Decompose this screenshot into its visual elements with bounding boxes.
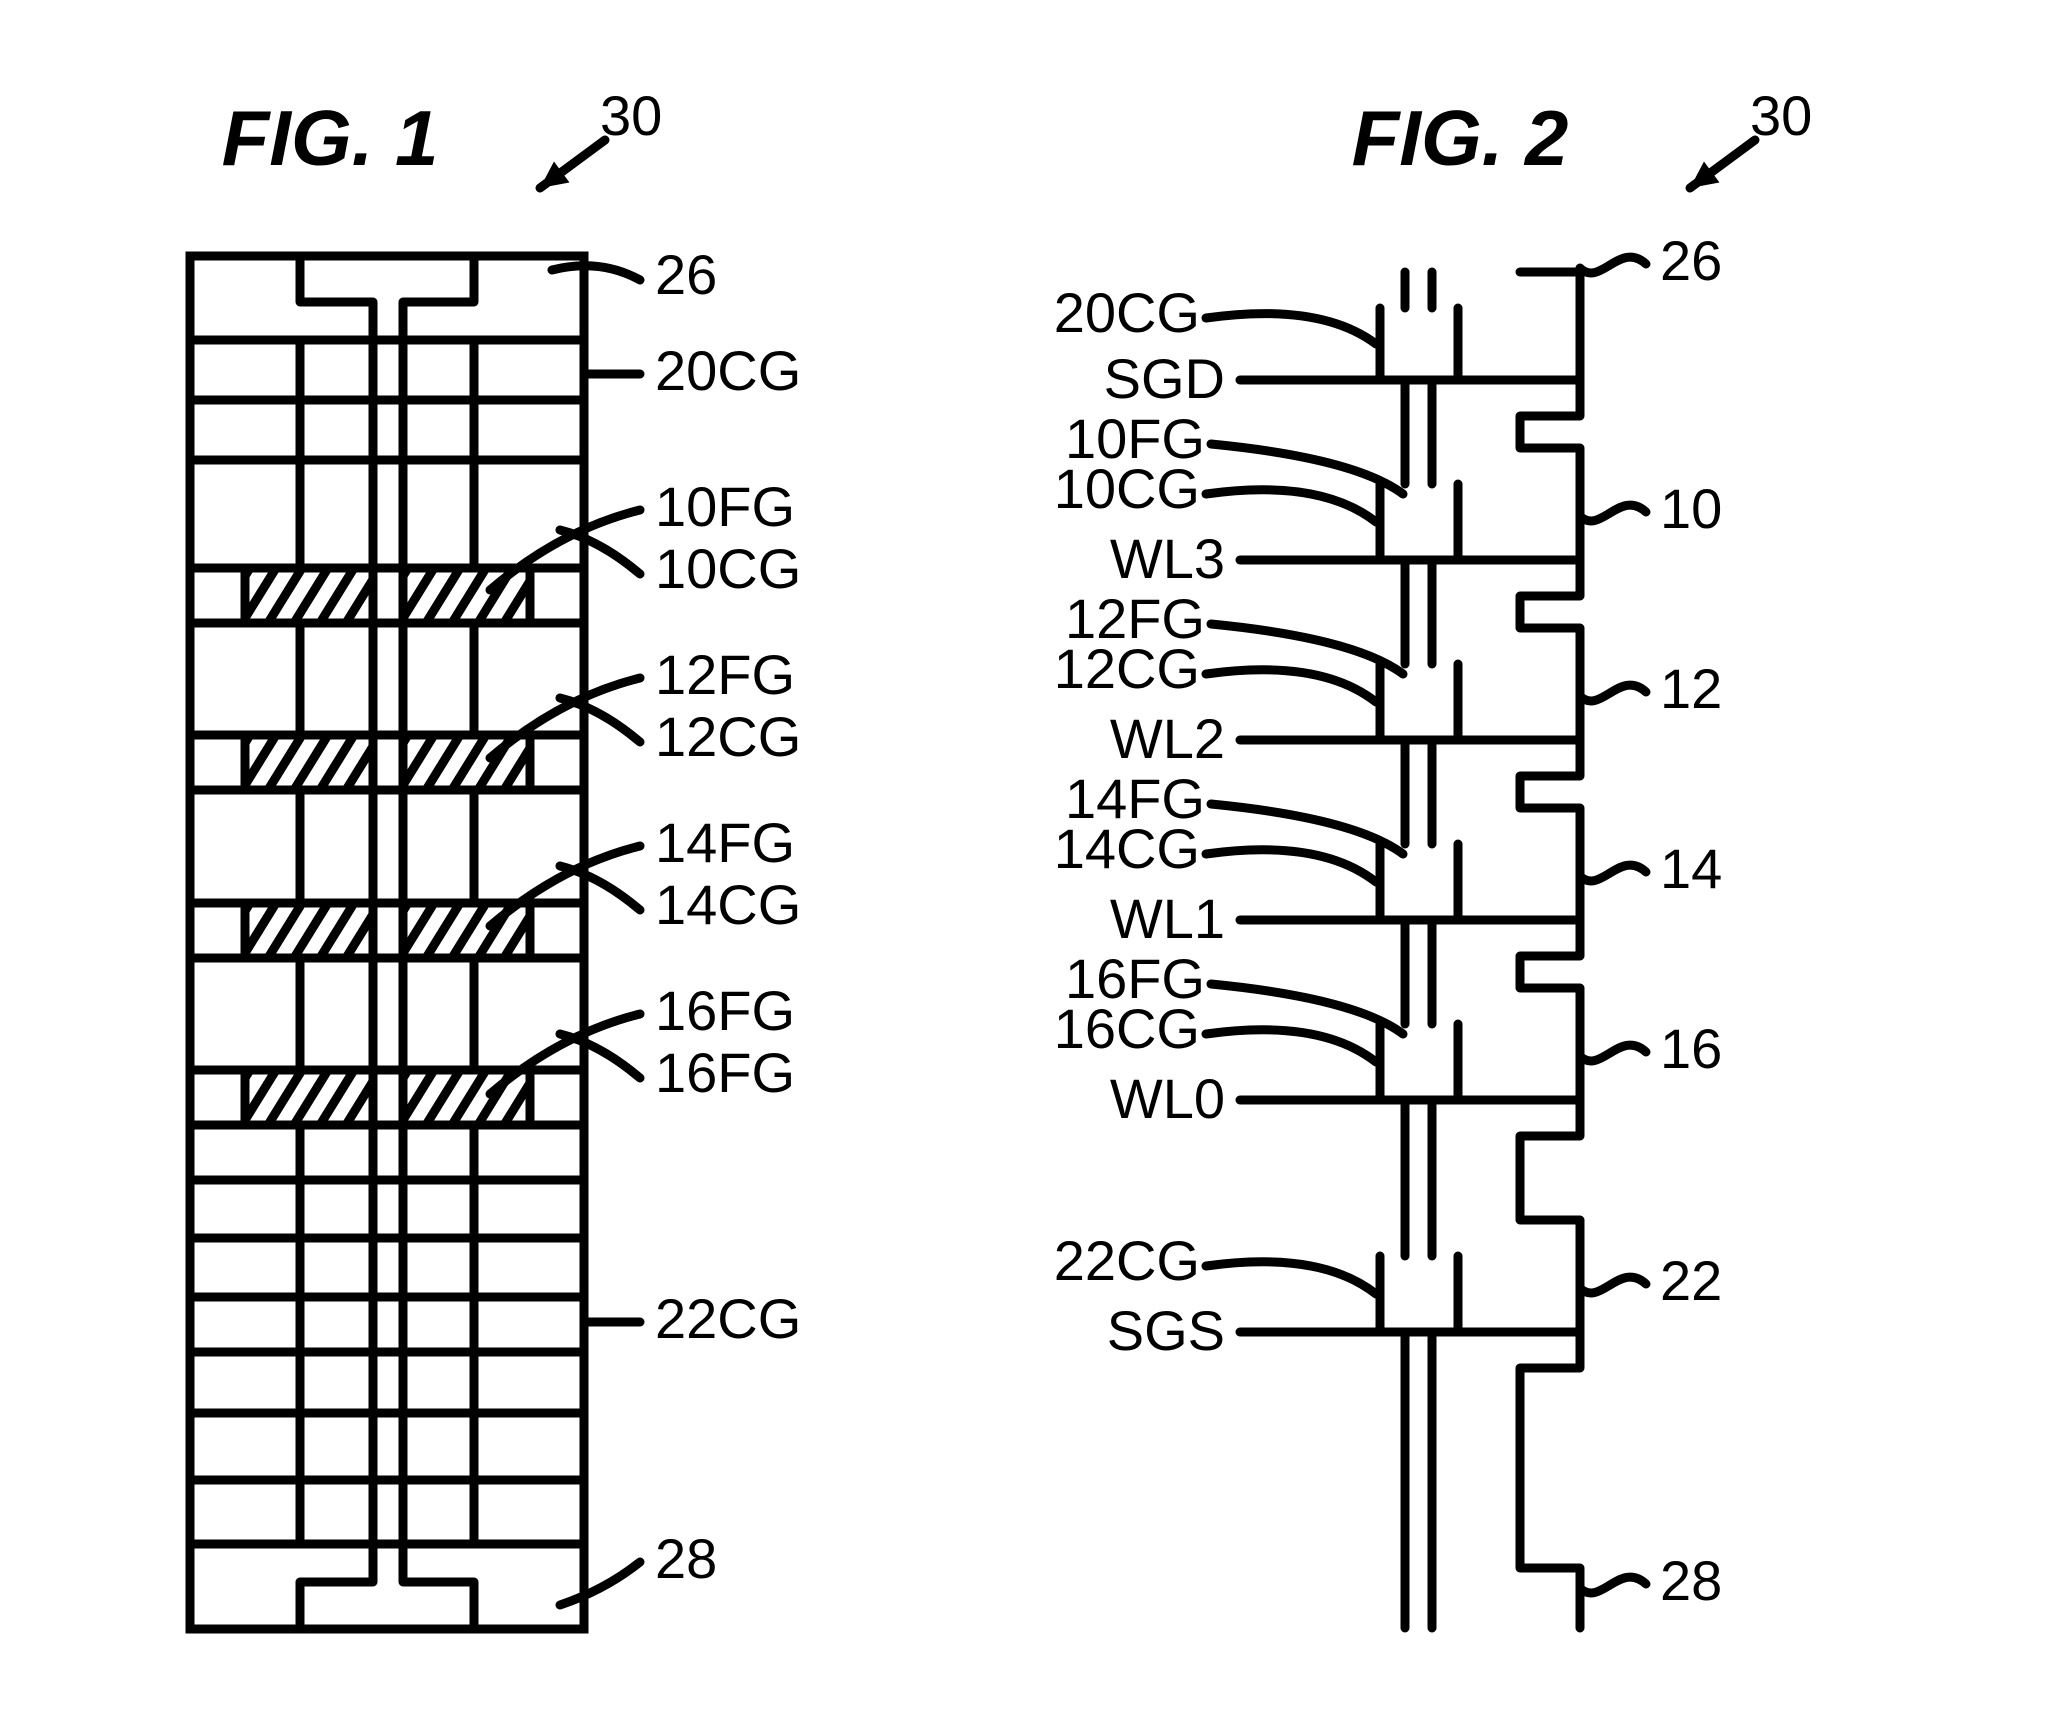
fig1-hatched-row (190, 1070, 590, 1125)
fig2-cg-label: 22CG (1054, 1229, 1200, 1292)
fig2-wl-label: WL1 (1110, 887, 1225, 950)
fig2-title: FIG. 2 (1352, 94, 1569, 182)
fig1: FIG. 1 30 26 20CG 10FG10CG 12FG12CG 14FG14CG 16… (190, 84, 801, 1629)
fig2-ref: 10 (1660, 477, 1722, 540)
fig2-t10: WL310CG10FG10 (1054, 407, 1723, 590)
fig1-label: 16FG (655, 1041, 795, 1104)
fig1-ref30: 30 (600, 84, 662, 147)
fig1-label: 10FG (655, 475, 795, 538)
fig2-ref30: 30 (1750, 84, 1812, 147)
fig2-ref: 22 (1660, 1249, 1722, 1312)
fig2-ref: 14 (1660, 837, 1722, 900)
fig1-hatched-row (190, 735, 590, 790)
fig2-fg-label: 14FG (1065, 767, 1205, 830)
fig2-wl-label: SGS (1107, 1299, 1225, 1362)
fig2-t14: WL114CG14FG14 (1054, 767, 1723, 950)
fig2-wl-label: WL0 (1110, 1067, 1225, 1130)
fig1-label: 22CG (655, 1287, 801, 1350)
fig1-label: 16FG (655, 979, 795, 1042)
fig1-title: FIG. 1 (222, 94, 439, 182)
fig2-wl-label: SGD (1104, 347, 1225, 410)
fig1-hatched-row (190, 903, 590, 958)
fig1-label: 26 (655, 243, 717, 306)
fig1-label: 10CG (655, 537, 801, 600)
fig2-channel-outline (1520, 272, 1580, 1628)
fig2-sgs: SGS 22CG 22 (1054, 1229, 1723, 1362)
fig1-label: 14FG (655, 811, 795, 874)
fig2-ref: 16 (1660, 1017, 1722, 1080)
fig2-wl-label: WL2 (1110, 707, 1225, 770)
fig1-label: 12CG (655, 705, 801, 768)
fig1-label: 28 (655, 1527, 717, 1590)
fig2-wl-label: WL3 (1110, 527, 1225, 590)
fig2: FIG. 230SGD20CG26WL310CG10FG10WL212CG12F… (1054, 84, 1813, 1628)
patent-figures: FIG. 1302620CG10FG10CG12FG12CG14FG14CG16… (0, 0, 2060, 1719)
fig2-cg-label: 20CG (1054, 281, 1200, 344)
fig2-ref28: 28 (1660, 1549, 1722, 1612)
fig2-ref: 12 (1660, 657, 1722, 720)
fig1-label: 12FG (655, 643, 795, 706)
fig2-t16: WL016CG16FG16 (1054, 947, 1723, 1130)
fig2-fg-label: 10FG (1065, 407, 1205, 470)
fig2-t12: WL212CG12FG12 (1054, 587, 1723, 770)
fig2-ref: 26 (1660, 229, 1722, 292)
fig2-sgd: SGD20CG 26 (1054, 229, 1723, 410)
fig1-label: 20CG (655, 339, 801, 402)
fig2-fg-label: 12FG (1065, 587, 1205, 650)
fig1-label: 14CG (655, 873, 801, 936)
fig2-fg-label: 16FG (1065, 947, 1205, 1010)
fig1-hatched-row (190, 568, 590, 623)
